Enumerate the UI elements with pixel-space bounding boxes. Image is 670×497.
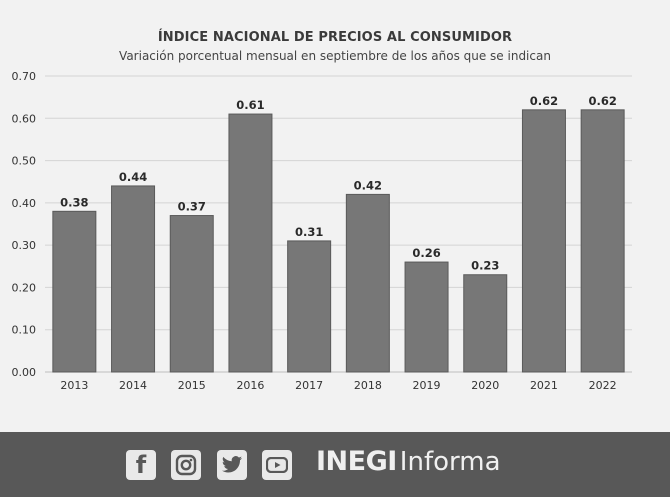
data-label: 0.37 — [178, 200, 206, 214]
x-tick-label: 2015 — [178, 379, 206, 392]
chart-subtitle: Variación porcentual mensual en septiemb… — [119, 49, 551, 63]
data-label: 0.62 — [588, 94, 616, 108]
data-label: 0.62 — [530, 94, 558, 108]
y-tick-label: 0.00 — [12, 366, 37, 379]
x-tick-label: 2014 — [119, 379, 147, 392]
bar — [52, 210, 97, 373]
footer-bar: f INEGI Informa — [0, 432, 670, 497]
bar — [463, 274, 508, 373]
twitter-button[interactable] — [217, 450, 247, 480]
bar — [111, 185, 156, 373]
instagram-button[interactable] — [171, 450, 201, 480]
data-label: 0.38 — [60, 195, 88, 209]
x-tick-label: 2017 — [295, 379, 323, 392]
youtube-icon — [266, 457, 288, 473]
bar — [580, 109, 625, 373]
y-tick-label: 0.40 — [12, 197, 37, 210]
bar-chart: 0.00 0.10 0.20 0.30 0.40 0.50 0.60 0.70 0.38 2013… — [12, 70, 632, 392]
youtube-button[interactable] — [262, 450, 292, 480]
bar — [287, 240, 332, 373]
x-tick-label: 2018 — [354, 379, 382, 392]
y-tick-label: 0.50 — [12, 155, 37, 168]
inegi-informa-logo: INEGI Informa — [316, 446, 501, 482]
y-tick-label: 0.30 — [12, 239, 37, 252]
bar — [345, 193, 390, 373]
y-tick-label: 0.60 — [12, 112, 37, 125]
data-label: 0.44 — [119, 170, 147, 184]
facebook-button[interactable]: f — [126, 450, 156, 480]
bar — [521, 109, 566, 373]
data-label: 0.31 — [295, 225, 323, 239]
data-label: 0.23 — [471, 259, 499, 273]
chart-title: ÍNDICE NACIONAL DE PRECIOS AL CONSUMIDOR — [157, 30, 513, 45]
bar — [228, 113, 273, 373]
twitter-icon — [221, 456, 243, 473]
brand-informa: Informa — [399, 447, 501, 477]
y-tick-label: 0.10 — [12, 324, 37, 337]
data-label: 0.42 — [354, 178, 382, 192]
y-tick-label: 0.70 — [12, 70, 37, 83]
brand-inegi: INEGI — [316, 446, 397, 477]
data-label: 0.61 — [236, 98, 264, 112]
x-tick-label: 2022 — [589, 379, 617, 392]
data-label: 0.26 — [412, 246, 440, 260]
instagram-icon — [175, 454, 197, 476]
chart-panel: ÍNDICE NACIONAL DE PRECIOS AL CONSUMIDOR… — [11, 30, 632, 392]
x-tick-label: 2021 — [530, 379, 558, 392]
x-tick-label: 2019 — [413, 379, 441, 392]
x-tick-label: 2016 — [236, 379, 264, 392]
facebook-icon: f — [135, 451, 147, 479]
bar — [169, 215, 214, 373]
bar — [404, 261, 449, 373]
x-tick-label: 2013 — [60, 379, 88, 392]
x-tick-label: 2020 — [471, 379, 499, 392]
y-tick-label: 0.20 — [12, 281, 37, 294]
